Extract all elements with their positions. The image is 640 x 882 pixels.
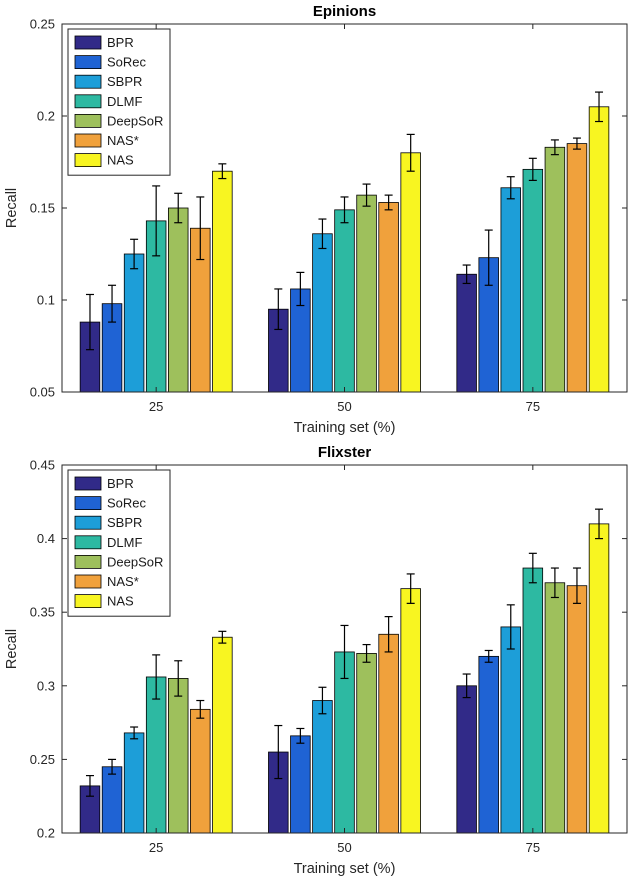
x-axis-label: Training set (%) [294, 420, 396, 436]
legend-swatch-sbpr [74, 74, 102, 89]
bar-nas [212, 636, 233, 834]
legend-swatch-bpr [74, 476, 102, 491]
y-tick-label: 0.4 [37, 531, 55, 546]
bar-deepsor [356, 194, 377, 393]
chart-flixster: 0.2 0.25 0.3 0.35 0.4 0.45 25 50 75 Flixster Recal… [0, 441, 640, 882]
y-tick-label: 0.25 [30, 17, 55, 32]
bar-sorec [290, 735, 311, 834]
chart-title: Flixster [318, 444, 372, 461]
legend-label: BPR [107, 476, 134, 491]
y-axis-label: Recall [4, 629, 20, 669]
bar-dlmf [334, 209, 355, 393]
bar-sbpr [312, 233, 333, 393]
legend-swatch-nas* [74, 574, 102, 589]
bar-nas* [566, 585, 588, 834]
legend-label: NAS [107, 594, 134, 609]
bar-sbpr [123, 732, 145, 834]
bar-nas* [190, 708, 211, 834]
legend-swatch-sorec [74, 55, 102, 69]
legend-swatch-bpr [74, 35, 102, 50]
legend-label: DLMF [107, 94, 142, 109]
y-tick-label: 0.2 [37, 826, 55, 841]
bar-dlmf [145, 676, 167, 834]
legend-label: SBPR [107, 74, 142, 89]
legend-label: DLMF [107, 535, 142, 550]
bar-sbpr [500, 187, 522, 393]
y-tick-label: 0.1 [37, 293, 55, 308]
bar-nas [400, 588, 421, 834]
y-tick-label: 0.25 [30, 752, 55, 767]
legend-swatch-nas [74, 594, 102, 609]
x-tick-label: 25 [149, 399, 163, 414]
legend-swatch-nas [74, 153, 102, 168]
bar-nas [588, 523, 610, 834]
bar-deepsor [167, 678, 189, 834]
y-tick-label: 0.15 [30, 201, 55, 216]
y-tick-label: 0.05 [30, 385, 55, 400]
bar-nas* [378, 633, 399, 834]
legend-swatch-dlmf [74, 94, 102, 109]
legend-label: DeepSoR [107, 554, 163, 569]
bar-bpr [456, 273, 477, 393]
bar-sbpr [123, 253, 145, 393]
bar-nas* [566, 143, 588, 393]
x-axis-label: Training set (%) [294, 861, 396, 877]
legend-label: DeepSoR [107, 113, 163, 128]
legend-swatch-sorec [74, 496, 102, 510]
legend-label: BPR [107, 35, 134, 50]
bar-deepsor [544, 582, 566, 834]
legend-label: NAS [107, 153, 134, 168]
legend-swatch-deepsor [74, 555, 102, 569]
bar-deepsor [356, 653, 377, 834]
y-tick-label: 0.3 [37, 678, 55, 693]
bar-bpr [456, 685, 477, 834]
bar-dlmf [522, 168, 544, 393]
chart-title: Epinions [313, 3, 376, 20]
bar-dlmf [334, 651, 355, 834]
bar-nas [588, 106, 610, 393]
bar-sorec [478, 655, 499, 834]
legend-label: NAS* [107, 133, 139, 148]
x-tick-label: 50 [337, 399, 351, 414]
legend-label: SoRec [107, 55, 147, 70]
bar-deepsor [544, 146, 566, 393]
x-tick-label: 25 [149, 840, 163, 855]
y-tick-label: 0.35 [30, 605, 55, 620]
y-tick-label: 0.45 [30, 458, 55, 473]
y-tick-label: 0.2 [37, 109, 55, 124]
legend-label: SBPR [107, 515, 142, 530]
chart-svg: 0.05 0.1 0.15 0.2 0.25 25 50 75 Epinions Recall Tr… [4, 3, 628, 436]
bar-sorec [101, 766, 123, 834]
x-tick-label: 75 [526, 399, 540, 414]
chart-epinions: 0.05 0.1 0.15 0.2 0.25 25 50 75 Epinions Recall Tr… [4, 3, 628, 436]
x-tick-label: 75 [526, 840, 540, 855]
bar-nas [400, 152, 421, 393]
bar-deepsor [167, 207, 189, 393]
legend-swatch-nas* [74, 133, 102, 148]
x-tick-label: 50 [337, 840, 351, 855]
bar-sbpr [312, 700, 333, 834]
legend-swatch-deepsor [74, 114, 102, 128]
bar-nas [212, 170, 233, 393]
legend-label: NAS* [107, 574, 139, 589]
chart-svg: 0.2 0.25 0.3 0.35 0.4 0.45 25 50 75 Flixster Recal… [0, 441, 640, 882]
legend-swatch-sbpr [74, 515, 102, 530]
y-axis-label: Recall [4, 188, 20, 228]
legend-swatch-dlmf [74, 535, 102, 550]
legend-label: SoRec [107, 496, 147, 511]
bar-sbpr [500, 626, 522, 834]
bar-dlmf [522, 567, 544, 834]
bar-nas* [378, 202, 399, 393]
